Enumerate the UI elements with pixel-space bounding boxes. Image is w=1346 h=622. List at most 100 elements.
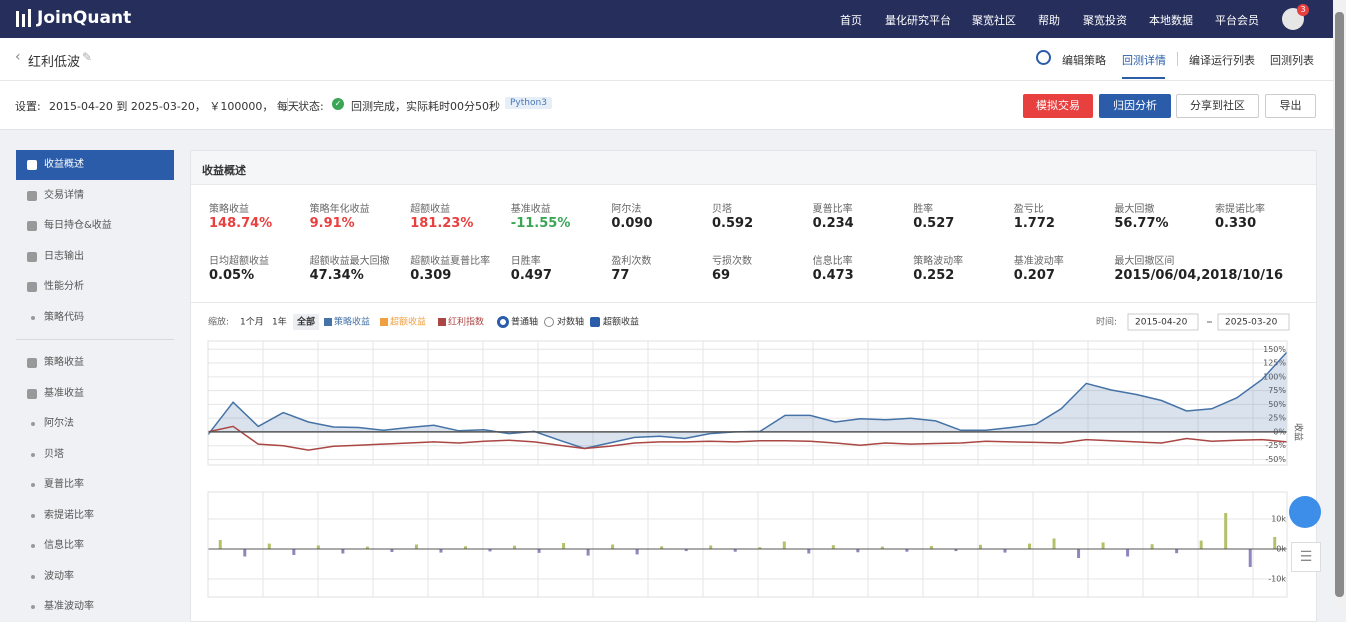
sidebar-label[interactable]: 交易详情 xyxy=(44,189,84,201)
end-date[interactable]: 2025-03-20 xyxy=(1225,318,1278,328)
legend-label[interactable]: 红利指数 xyxy=(448,316,484,328)
sidebar-label[interactable]: 基准收益 xyxy=(44,387,84,399)
sim-trade-button[interactable]: 模拟交易 xyxy=(1023,94,1093,118)
checkbox[interactable] xyxy=(590,317,600,327)
attribution-button[interactable]: 归因分析 xyxy=(1099,94,1171,118)
y-tick-label: 10k xyxy=(1271,515,1286,524)
sidebar-item[interactable]: 策略代码 xyxy=(16,303,174,333)
y-tick-label: 150% xyxy=(1263,345,1286,354)
tab[interactable]: 编辑策略 xyxy=(1062,54,1106,67)
metric-value: 0.05% xyxy=(209,268,255,283)
timer-icon xyxy=(1036,50,1051,65)
list-icon[interactable]: ☰ xyxy=(1291,542,1321,572)
assistant-icon[interactable] xyxy=(1289,496,1321,528)
logo[interactable]: JoinQuant xyxy=(37,8,132,28)
radio-off[interactable] xyxy=(544,317,554,327)
nav-item[interactable]: 聚宽投资 xyxy=(1083,14,1127,27)
status-icon: ✓ xyxy=(332,98,344,110)
bar xyxy=(513,545,517,549)
metric-label: 基准波动率 xyxy=(1013,256,1064,267)
nav-item[interactable]: 帮助 xyxy=(1038,14,1060,27)
date-input[interactable] xyxy=(1217,313,1290,331)
sidebar-item[interactable]: 贝塔 xyxy=(16,440,174,470)
sidebar-label[interactable]: 策略收益 xyxy=(44,357,84,368)
sidebar-item[interactable]: 策略收益 xyxy=(16,348,174,378)
legend-label[interactable]: 策略收益 xyxy=(334,316,370,328)
nav-item[interactable]: 聚宽社区 xyxy=(972,14,1016,27)
metric-value: 148.74% xyxy=(209,216,273,231)
tab[interactable]: 回测详情 xyxy=(1122,54,1166,67)
tab[interactable]: 编译运行列表 xyxy=(1189,54,1255,67)
bar xyxy=(880,546,884,549)
bullet xyxy=(31,422,35,426)
bar xyxy=(1224,513,1228,549)
metric-label: 超额收益夏普比率 xyxy=(410,256,491,267)
bar xyxy=(856,549,860,553)
sidebar-label[interactable]: 信息比率 xyxy=(44,540,84,551)
sidebar-label[interactable]: 日志输出 xyxy=(44,250,84,262)
metric-value: 0.207 xyxy=(1013,268,1055,283)
sidebar-label[interactable]: 每日持仓&收益 xyxy=(44,220,112,231)
sidebar-label[interactable]: 基准波动率 xyxy=(44,601,94,612)
sidebar-item[interactable]: 夏普比率 xyxy=(16,470,174,500)
bullet xyxy=(31,483,35,487)
sidebar-label[interactable]: 策略代码 xyxy=(44,311,84,323)
back-icon[interactable]: ‹ xyxy=(15,49,21,65)
sidebar-item[interactable]: 阿尔法 xyxy=(16,409,174,439)
sidebar-item[interactable]: 波动率 xyxy=(16,562,174,592)
date-input[interactable] xyxy=(1127,313,1199,331)
edit-icon[interactable]: ✎ xyxy=(82,50,93,64)
axis-option[interactable]: 普通轴 xyxy=(511,316,538,328)
sidebar-label[interactable]: 性能分析 xyxy=(44,281,84,292)
zoom-button[interactable]: 全部 xyxy=(296,316,315,328)
sidebar-item[interactable]: 日志输出 xyxy=(16,242,174,272)
export-button[interactable]: 导出 xyxy=(1265,94,1316,118)
zoom-button[interactable]: 1个月 xyxy=(240,317,264,328)
sidebar-item[interactable]: 基准波动率 xyxy=(16,592,174,622)
bar xyxy=(1028,543,1032,549)
sidebar-item[interactable]: 每日持仓&收益 xyxy=(16,211,174,241)
sidebar-item[interactable]: 性能分析 xyxy=(16,272,174,302)
logo-icon xyxy=(28,9,31,27)
sidebar-label[interactable]: 夏普比率 xyxy=(44,479,84,490)
bar xyxy=(365,546,369,549)
sidebar-label[interactable]: 索提诺比率 xyxy=(44,509,94,521)
sidebar-item[interactable]: 基准收益 xyxy=(16,379,174,409)
sidebar-label[interactable]: 收益概述 xyxy=(44,159,84,170)
legend-swatch xyxy=(380,318,388,326)
nav-item[interactable]: 首页 xyxy=(840,14,862,27)
bar xyxy=(316,545,320,549)
metric-label: 盈利次数 xyxy=(611,256,652,267)
toggle-label[interactable]: 超额收益 xyxy=(603,316,639,328)
metric-label: 贝塔 xyxy=(712,204,732,215)
start-date[interactable]: 2015-04-20 xyxy=(1135,318,1188,328)
bar xyxy=(1052,538,1056,549)
menu-icon xyxy=(27,221,37,231)
sidebar-item[interactable]: 索提诺比率 xyxy=(16,501,174,531)
metric-value: 0.090 xyxy=(611,216,653,231)
metric-value: -11.55% xyxy=(510,216,571,231)
bar xyxy=(831,545,835,549)
metric-label: 策略波动率 xyxy=(913,256,964,267)
strategy-title: 红利低波 xyxy=(28,55,81,70)
axis-option[interactable]: 对数轴 xyxy=(557,316,584,328)
sidebar-item[interactable]: 收益概述 xyxy=(16,150,174,180)
scrollbar-thumb[interactable] xyxy=(1335,12,1344,597)
sidebar-label[interactable]: 贝塔 xyxy=(44,448,64,460)
sidebar-item[interactable]: 信息比率 xyxy=(16,531,174,561)
metric-value: 0.497 xyxy=(510,268,552,283)
legend-label[interactable]: 超额收益 xyxy=(390,316,426,328)
sidebar-item[interactable]: 交易详情 xyxy=(16,181,174,211)
tab-underline xyxy=(1122,77,1165,79)
nav-item[interactable]: 本地数据 xyxy=(1149,14,1193,27)
zoom-button[interactable]: 1年 xyxy=(272,316,287,328)
radio-on[interactable] xyxy=(497,316,509,328)
bar xyxy=(537,549,541,553)
bullet xyxy=(31,574,35,579)
sidebar-label[interactable]: 阿尔法 xyxy=(44,418,74,429)
nav-item[interactable]: 量化研究平台 xyxy=(885,14,951,27)
sidebar-label[interactable]: 波动率 xyxy=(44,570,74,582)
share-button[interactable]: 分享到社区 xyxy=(1176,94,1259,118)
nav-item[interactable]: 平台会员 xyxy=(1215,14,1259,27)
tab[interactable]: 回测列表 xyxy=(1270,54,1314,67)
